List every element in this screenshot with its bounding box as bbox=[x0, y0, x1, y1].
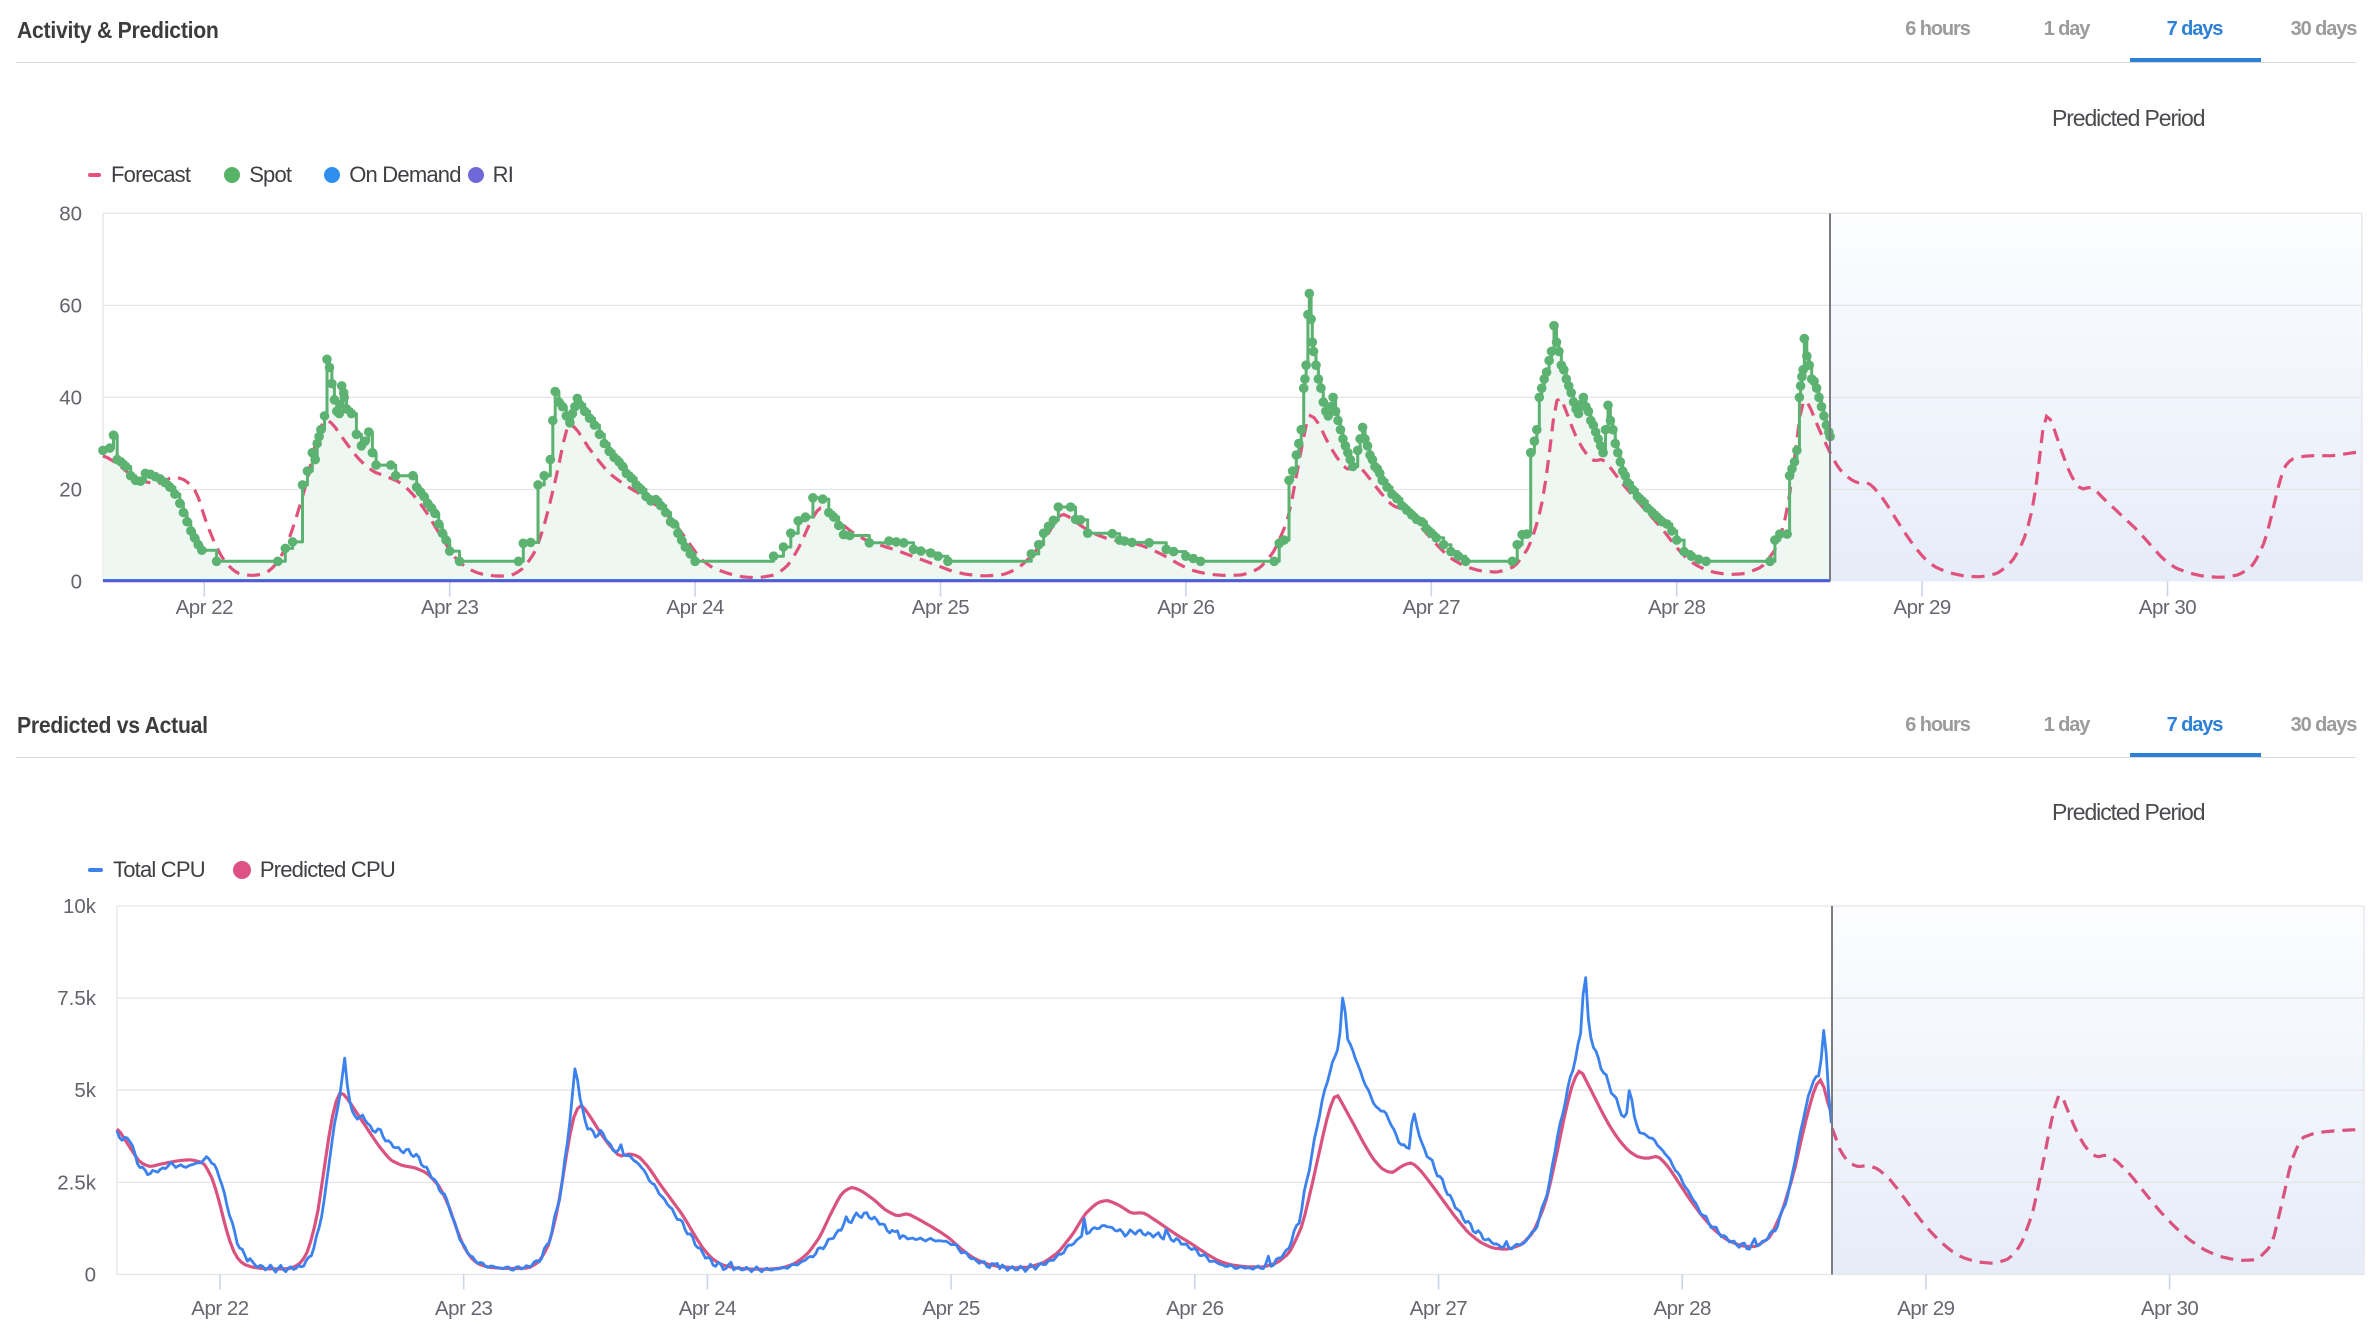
svg-text:Apr 25: Apr 25 bbox=[922, 1297, 979, 1320]
svg-text:Apr 22: Apr 22 bbox=[191, 1297, 248, 1320]
svg-text:5k: 5k bbox=[74, 1079, 96, 1102]
svg-text:80: 80 bbox=[59, 202, 82, 225]
svg-text:Apr 27: Apr 27 bbox=[1410, 1297, 1467, 1320]
svg-text:Apr 30: Apr 30 bbox=[2139, 596, 2196, 619]
svg-text:Apr 25: Apr 25 bbox=[912, 596, 969, 619]
svg-text:7.5k: 7.5k bbox=[57, 987, 96, 1010]
svg-text:Apr 24: Apr 24 bbox=[679, 1297, 736, 1320]
svg-text:Apr 23: Apr 23 bbox=[421, 596, 478, 619]
svg-text:60: 60 bbox=[59, 294, 82, 317]
svg-text:Apr 27: Apr 27 bbox=[1403, 596, 1460, 619]
svg-text:0: 0 bbox=[85, 1264, 96, 1287]
svg-text:Apr 28: Apr 28 bbox=[1653, 1297, 1710, 1320]
svg-text:2.5k: 2.5k bbox=[57, 1171, 96, 1194]
svg-text:40: 40 bbox=[59, 386, 82, 409]
svg-text:Apr 28: Apr 28 bbox=[1648, 596, 1705, 619]
svg-text:20: 20 bbox=[59, 479, 82, 502]
svg-text:Apr 23: Apr 23 bbox=[435, 1297, 492, 1320]
svg-text:Apr 29: Apr 29 bbox=[1897, 1297, 1954, 1320]
svg-text:Apr 24: Apr 24 bbox=[666, 596, 723, 619]
svg-text:Apr 29: Apr 29 bbox=[1893, 596, 1950, 619]
svg-text:Apr 22: Apr 22 bbox=[176, 596, 233, 619]
svg-text:0: 0 bbox=[71, 571, 82, 594]
svg-text:Apr 26: Apr 26 bbox=[1157, 596, 1214, 619]
svg-text:Apr 30: Apr 30 bbox=[2141, 1297, 2198, 1320]
svg-text:Apr 26: Apr 26 bbox=[1166, 1297, 1223, 1320]
svg-text:10k: 10k bbox=[63, 895, 97, 918]
